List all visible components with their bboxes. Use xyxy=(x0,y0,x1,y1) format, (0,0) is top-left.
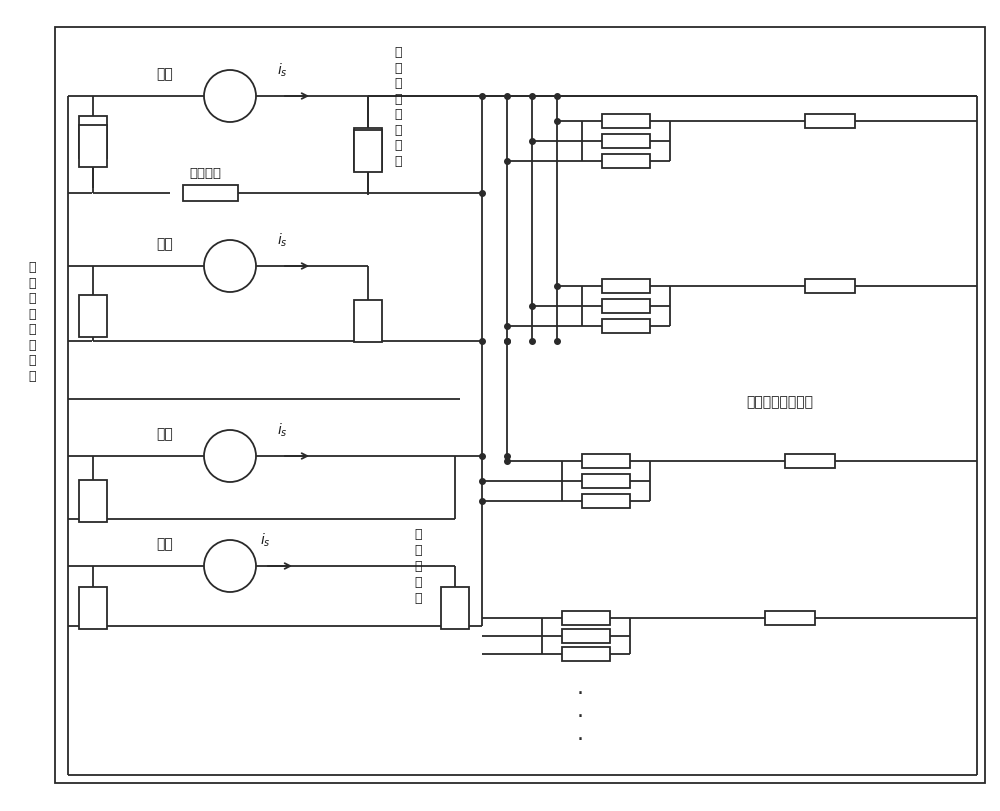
Circle shape xyxy=(204,540,256,592)
Text: 林枫: 林枫 xyxy=(157,427,173,440)
Bar xyxy=(562,629,610,643)
Text: $i_s$: $i_s$ xyxy=(277,61,287,79)
Bar xyxy=(785,454,835,469)
Bar xyxy=(562,647,610,661)
Text: 大地电阻: 大地电阻 xyxy=(189,167,221,180)
Text: $i_s$: $i_s$ xyxy=(277,421,287,438)
Bar xyxy=(602,280,650,294)
Text: 宜华: 宜华 xyxy=(157,237,173,251)
Text: ·: · xyxy=(576,706,584,726)
Bar xyxy=(79,296,107,337)
Bar xyxy=(562,611,610,625)
Text: 整
流
侧
接
地
极
电
阻: 整 流 侧 接 地 极 电 阻 xyxy=(28,261,36,382)
Bar xyxy=(602,299,650,314)
Bar xyxy=(79,126,107,168)
Circle shape xyxy=(204,71,256,122)
Bar xyxy=(79,480,107,522)
Text: $i_s$: $i_s$ xyxy=(260,530,270,548)
Bar xyxy=(183,186,238,202)
Bar xyxy=(79,587,107,629)
Bar xyxy=(354,131,382,173)
Bar xyxy=(765,611,815,625)
Bar xyxy=(354,129,382,171)
Bar xyxy=(582,474,630,488)
Bar xyxy=(602,320,650,333)
Text: ·: · xyxy=(576,729,584,749)
Text: 逆
变
侧
接
地
极
电
阻: 逆 变 侧 接 地 极 电 阻 xyxy=(394,46,402,168)
Bar xyxy=(79,117,107,159)
Text: 至各变压器中性点: 至各变压器中性点 xyxy=(746,394,814,409)
Text: 葛南: 葛南 xyxy=(157,536,173,551)
Bar xyxy=(602,115,650,129)
Bar xyxy=(805,280,855,294)
Bar xyxy=(441,587,469,629)
Circle shape xyxy=(204,241,256,293)
Circle shape xyxy=(204,431,256,483)
Bar xyxy=(582,495,630,508)
Text: 复奉: 复奉 xyxy=(157,67,173,81)
Text: $i_s$: $i_s$ xyxy=(277,231,287,248)
Bar xyxy=(582,454,630,469)
Text: 公
用
接
地
极: 公 用 接 地 极 xyxy=(414,528,422,605)
Bar xyxy=(602,155,650,169)
Bar xyxy=(354,301,382,342)
Bar xyxy=(805,115,855,129)
Bar xyxy=(602,135,650,148)
Text: ·: · xyxy=(576,683,584,703)
